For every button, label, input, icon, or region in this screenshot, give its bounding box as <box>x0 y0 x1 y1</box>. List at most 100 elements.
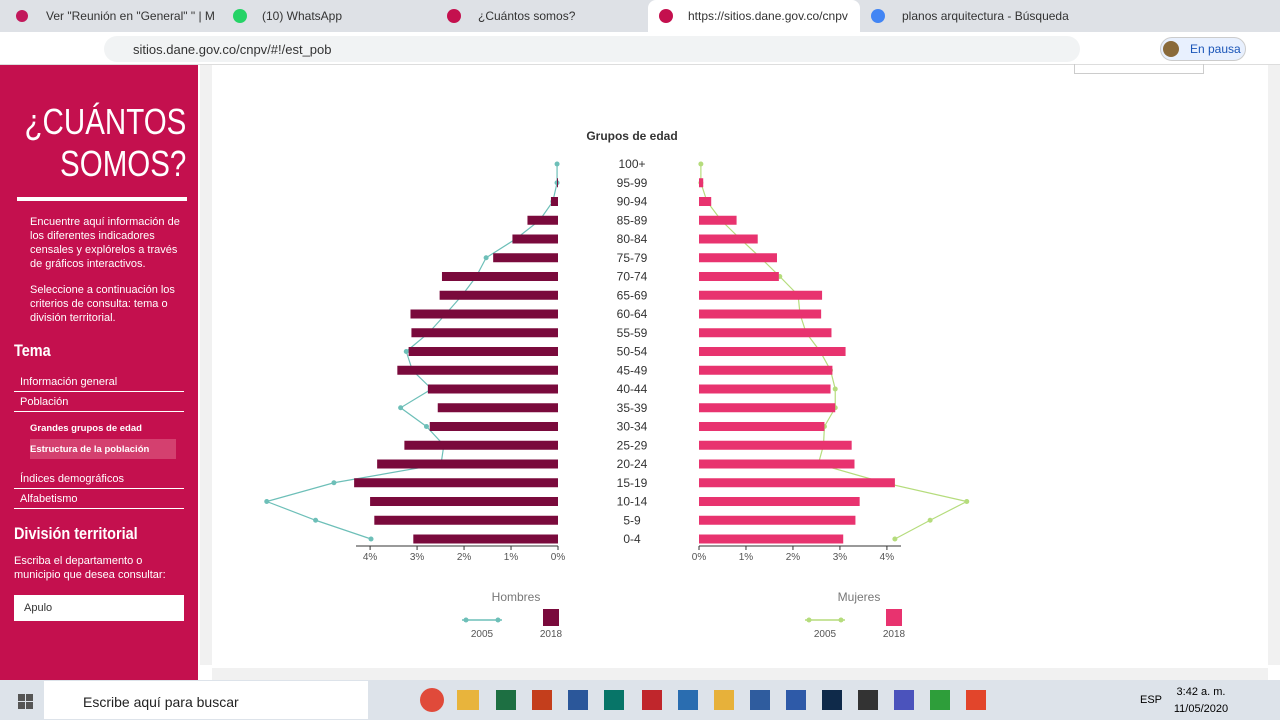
category-label: 10-14 <box>617 495 648 509</box>
bar <box>411 328 558 338</box>
scrollbar[interactable] <box>1268 65 1280 665</box>
x-tick-label: 2% <box>786 552 801 563</box>
bar <box>374 515 558 525</box>
bar <box>699 515 856 525</box>
category-label: 30-34 <box>617 420 648 434</box>
bar <box>699 253 777 263</box>
bar <box>437 403 558 413</box>
menu-item[interactable]: Alfabetismo <box>14 490 184 509</box>
submenu-highlight <box>30 439 176 459</box>
point <box>892 536 898 542</box>
bar <box>699 197 712 206</box>
x-tick-label: 4% <box>363 552 378 563</box>
intro: Seleccione a continuación los criterios … <box>30 284 175 324</box>
category-label: 45-49 <box>617 363 648 377</box>
point <box>423 424 429 429</box>
category-label: 70-74 <box>617 270 648 284</box>
bar <box>699 365 833 375</box>
buttons-partial[interactable] <box>1074 64 1204 74</box>
scrollbar[interactable] <box>200 65 212 665</box>
point <box>398 405 404 411</box>
tab[interactable]: Ver "Reunión en "General" " | M <box>46 9 215 23</box>
lang: ESP <box>1140 694 1163 706</box>
bar <box>699 384 831 394</box>
prompt: Escriba el departamento o municipio que … <box>14 555 166 581</box>
title-line: SOMOS? <box>59 143 186 184</box>
menu-item[interactable]: Población <box>14 393 184 412</box>
bar <box>699 478 895 488</box>
submenu-item[interactable]: Estructura de la población <box>30 444 150 455</box>
bar <box>493 253 558 263</box>
tab[interactable]: ¿Cuántos somos? <box>478 9 576 23</box>
point <box>964 499 970 504</box>
bar <box>408 347 558 356</box>
category-label: 75-79 <box>617 251 648 265</box>
rule <box>17 197 187 201</box>
bar <box>429 422 558 431</box>
category-label: 90-94 <box>617 195 648 209</box>
category-label: 80-84 <box>617 232 648 246</box>
bar <box>527 215 558 225</box>
point <box>368 536 374 542</box>
search-text: Escribe aquí para buscar <box>83 694 239 710</box>
submenu-item[interactable]: Grandes grupos de edad <box>30 423 142 434</box>
scrollbar-h[interactable] <box>212 668 1268 680</box>
point <box>483 255 489 261</box>
bar <box>699 215 737 225</box>
bar <box>413 534 558 544</box>
bar <box>550 197 558 206</box>
bar <box>377 459 558 469</box>
date: 11/05/2020 <box>1173 703 1229 715</box>
category-label: 40-44 <box>617 382 648 396</box>
category-label: 60-64 <box>617 307 648 321</box>
tab[interactable]: (10) WhatsApp <box>262 9 343 23</box>
legend-dot <box>495 617 501 623</box>
legend-label: 2018 <box>883 629 906 640</box>
profile: En pausa <box>1190 42 1241 56</box>
bar <box>404 440 558 450</box>
search-box[interactable] <box>44 681 368 719</box>
bar <box>699 422 825 431</box>
chart: Grupos de edad 100+ 95-99 90-94 85-89 80-84 7… <box>264 129 970 640</box>
point <box>403 349 409 354</box>
legend-swatch <box>886 609 902 626</box>
omnibox[interactable] <box>104 36 1080 62</box>
title-line: ¿CUÁNTOS <box>24 101 186 142</box>
category-label: 20-24 <box>617 457 648 471</box>
menu-item[interactable]: Índices demográficos <box>14 470 184 489</box>
heading: División territorial <box>14 524 138 543</box>
address: sitios.dane.gov.co/cnpv/#!/est_pob <box>133 42 332 57</box>
chart-title: Grupos de edad <box>586 129 677 143</box>
tab[interactable]: planos arquitectura - Búsqueda <box>902 9 1069 23</box>
bar <box>699 347 846 356</box>
bar <box>699 234 758 244</box>
legend-swatch <box>543 609 559 626</box>
bar <box>699 534 844 544</box>
legend-title: Mujeres <box>838 590 881 604</box>
select-box[interactable] <box>14 595 184 621</box>
point <box>698 161 704 167</box>
category-label: 15-19 <box>617 476 648 490</box>
point <box>264 499 270 504</box>
bar <box>441 272 558 281</box>
x-tick-label: 1% <box>504 552 519 563</box>
bar <box>427 384 558 394</box>
category-label: 85-89 <box>617 213 648 227</box>
bar <box>512 234 558 244</box>
bar <box>699 309 822 319</box>
menu-item[interactable]: Información general <box>14 373 184 392</box>
bar <box>557 178 558 188</box>
category-label: 5-9 <box>623 513 641 527</box>
x-tick-label: 4% <box>880 552 895 563</box>
x-tick-label: 3% <box>410 552 425 563</box>
bar <box>699 178 704 188</box>
tab-active[interactable]: https://sitios.dane.gov.co/cnpv <box>648 0 860 32</box>
bar <box>439 290 558 300</box>
time: 3:42 a. m. <box>1176 686 1226 698</box>
x-tick-label: 3% <box>833 552 848 563</box>
legend-dot <box>463 617 469 623</box>
category-label: 100+ <box>618 157 645 171</box>
heading: Tema <box>14 341 51 360</box>
tab-strip <box>0 0 1280 32</box>
